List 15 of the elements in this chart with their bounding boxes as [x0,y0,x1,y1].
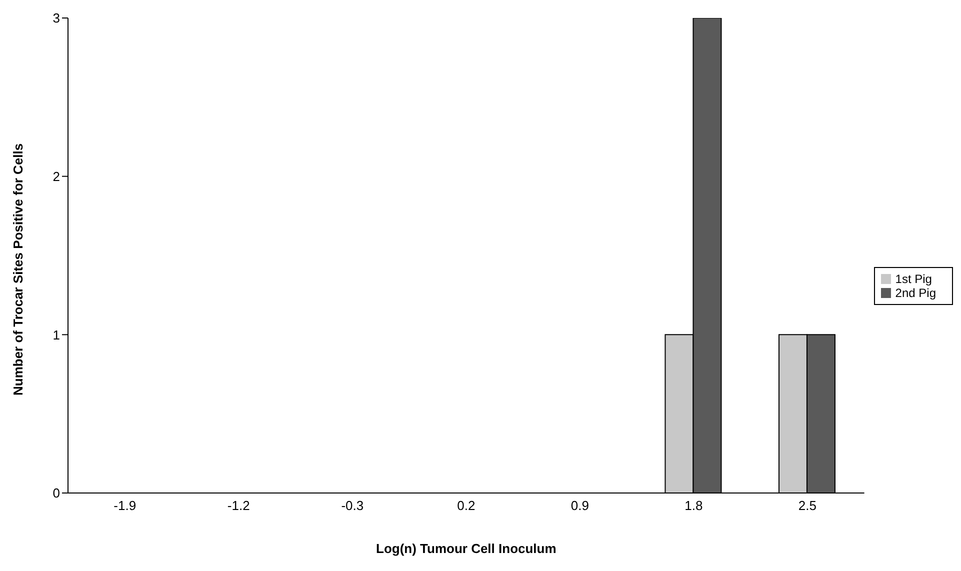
x-axis-title: Log(n) Tumour Cell Inoculum [376,541,556,556]
x-tick-label: -1.2 [227,498,250,514]
y-tick-label: 2 [52,168,60,184]
legend-label: 1st Pig [895,272,932,286]
x-tick-label: 1.8 [684,498,703,514]
y-tick-label: 0 [52,486,60,501]
x-tick-label: 2.5 [798,498,816,514]
y-tick-label: 3 [52,10,60,26]
y-axis-title: Number of Trocar Sites Positive for Cells [10,143,26,396]
y-tick-label: 1 [52,327,60,342]
legend-label: 2nd Pig [895,286,936,300]
x-tick-label: 0.9 [570,498,589,514]
x-tick-label: -1.9 [114,498,136,514]
x-tick-label: 0.2 [457,498,476,514]
x-tick-label: -0.3 [341,498,364,514]
